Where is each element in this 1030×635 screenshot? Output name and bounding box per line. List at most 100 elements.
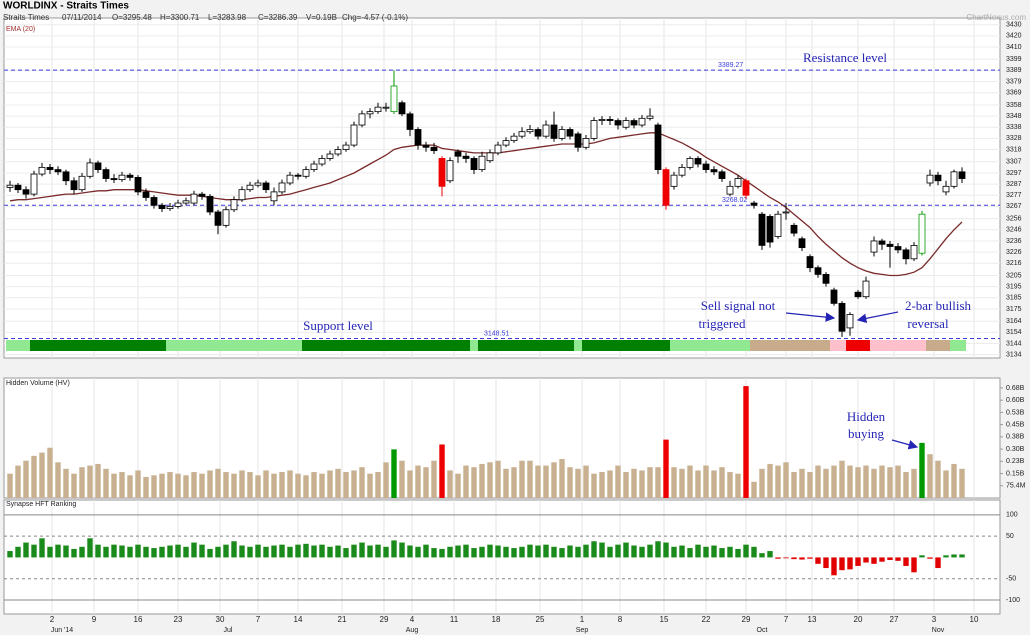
status-segment bbox=[950, 340, 966, 351]
candle-body bbox=[110, 178, 118, 181]
y-tick-label: 3297 bbox=[1006, 170, 1022, 177]
volume-bar bbox=[679, 468, 685, 498]
volume-bar bbox=[655, 467, 661, 498]
y-tick-label: 3358 bbox=[1006, 102, 1022, 109]
candle-body bbox=[750, 202, 758, 206]
x-tick-label: 30 bbox=[216, 615, 225, 624]
hft-bar bbox=[399, 542, 405, 558]
hft-bar bbox=[879, 557, 885, 562]
volume-bar bbox=[391, 449, 397, 498]
y-tick-label: 3410 bbox=[1006, 44, 1022, 51]
y-tick-label: 3216 bbox=[1006, 260, 1022, 267]
hft-bar bbox=[271, 545, 277, 558]
volume-bar bbox=[895, 465, 901, 498]
status-segment bbox=[574, 340, 582, 351]
status-segment bbox=[470, 340, 478, 351]
y-tick-label: 3277 bbox=[1006, 192, 1022, 199]
x-tick-label: 29 bbox=[380, 615, 389, 624]
x-tick-label: 7 bbox=[256, 615, 261, 624]
volume-bar bbox=[463, 465, 469, 498]
candle-body bbox=[238, 189, 246, 201]
y-tick-label: 3369 bbox=[1006, 90, 1022, 97]
hft-bar bbox=[463, 544, 469, 558]
candle-body bbox=[774, 213, 782, 237]
volume-bar bbox=[935, 460, 941, 498]
hft-bar bbox=[655, 541, 661, 558]
candle-body bbox=[790, 224, 798, 234]
hft-bar bbox=[623, 542, 629, 558]
hft-bar bbox=[815, 557, 821, 564]
status-segment bbox=[166, 340, 302, 351]
volume-bar bbox=[351, 470, 357, 498]
hft-bar bbox=[191, 542, 197, 558]
candle-body bbox=[374, 106, 382, 113]
y-tick-label: 3164 bbox=[1006, 318, 1022, 325]
volume-bar bbox=[951, 463, 957, 498]
candle-body bbox=[854, 291, 862, 298]
hft-bar bbox=[439, 548, 445, 558]
volume-bar bbox=[919, 442, 925, 498]
hft-bar bbox=[335, 545, 341, 558]
x-tick-label: 7 bbox=[784, 615, 789, 624]
chart-title: WORLDINX - Straits Times bbox=[3, 1, 129, 12]
candle-body bbox=[798, 238, 806, 249]
level-label: 3389.27 bbox=[718, 62, 743, 69]
hft-bar bbox=[367, 545, 373, 558]
hft-bar bbox=[7, 551, 13, 558]
hft-bar bbox=[39, 538, 45, 558]
x-tick-label: 9 bbox=[92, 615, 97, 624]
header-field: Straits Times bbox=[3, 13, 49, 22]
candle-body bbox=[694, 158, 702, 165]
candle-body bbox=[454, 151, 462, 157]
candle-body bbox=[766, 216, 774, 243]
candle-body bbox=[30, 173, 38, 195]
hft-bar bbox=[759, 553, 765, 558]
hft-bar bbox=[487, 544, 493, 558]
candle-body bbox=[86, 162, 94, 177]
candle-body bbox=[206, 195, 214, 213]
hft-bar bbox=[591, 541, 597, 558]
hft-bar bbox=[807, 557, 813, 559]
volume-bar bbox=[39, 452, 45, 498]
hft-bar bbox=[599, 542, 605, 558]
x-tick-label: 18 bbox=[492, 615, 501, 624]
hft-bar bbox=[663, 542, 669, 558]
hft-bar bbox=[783, 557, 789, 559]
candle-body bbox=[574, 133, 582, 148]
hft-bar bbox=[863, 557, 869, 563]
annotation: Support level bbox=[303, 318, 373, 333]
volume-bar bbox=[215, 468, 221, 498]
candle-body bbox=[878, 240, 886, 245]
candle-body bbox=[678, 166, 686, 176]
hft-bar bbox=[615, 544, 621, 558]
volume-bar bbox=[759, 468, 765, 498]
y-tick-label: 100 bbox=[1006, 512, 1018, 519]
volume-bar bbox=[959, 468, 965, 498]
candle-body bbox=[46, 166, 54, 171]
hft-bar bbox=[527, 544, 533, 558]
candle-body bbox=[438, 158, 446, 187]
x-tick-label: 20 bbox=[854, 615, 863, 624]
hft-bar bbox=[119, 545, 125, 558]
candle-body bbox=[358, 113, 366, 126]
candle-body bbox=[934, 174, 942, 182]
candle-body bbox=[6, 184, 14, 188]
hft-bar bbox=[199, 544, 205, 558]
candle-body bbox=[270, 191, 278, 202]
volume-bar bbox=[527, 460, 533, 498]
volume-bar bbox=[431, 460, 437, 498]
hft-bar bbox=[175, 544, 181, 558]
x-tick-label: 8 bbox=[618, 615, 623, 624]
hft-bar bbox=[167, 545, 173, 558]
volume-bar bbox=[511, 467, 517, 498]
arrow bbox=[891, 439, 919, 450]
volume-bar bbox=[503, 468, 509, 498]
candle-body bbox=[550, 124, 558, 139]
candle-body bbox=[758, 213, 766, 246]
volume-bar bbox=[599, 472, 605, 498]
x-tick-label: 3 bbox=[932, 615, 937, 624]
candle-body bbox=[158, 204, 166, 210]
y-tick-label: 0.45B bbox=[1006, 421, 1025, 428]
hft-bar bbox=[479, 546, 485, 558]
candle-body bbox=[62, 171, 70, 182]
